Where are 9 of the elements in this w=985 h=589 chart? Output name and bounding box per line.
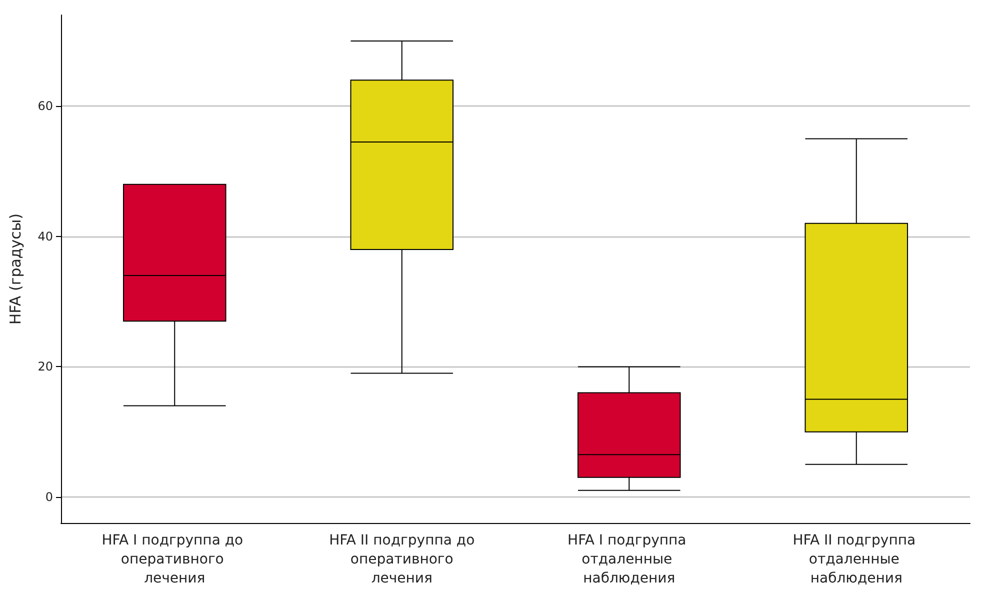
x-tick-label: HFA I подгруппа до оперативного лечения bbox=[102, 532, 248, 586]
y-tick-label: 20 bbox=[38, 360, 53, 374]
y-tick-label: 0 bbox=[45, 490, 53, 504]
y-tick-label: 60 bbox=[38, 99, 53, 114]
x-tick-label: HFA II подгруппа отдаленные наблюдения bbox=[792, 532, 920, 586]
x-tick-label: HFA II подгруппа до оперативного лечения bbox=[329, 532, 475, 586]
y-axis-title: HFA (градусы) bbox=[6, 213, 24, 325]
x-tick-label: HFA I подгруппа отдаленные наблюдения bbox=[568, 532, 691, 586]
y-tick-label: 40 bbox=[38, 229, 53, 244]
